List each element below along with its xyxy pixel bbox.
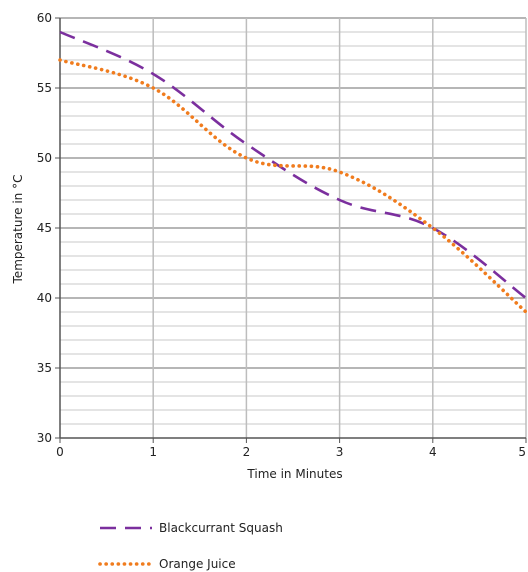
y-tick-label: 30: [37, 431, 52, 445]
y-tick-label: 60: [37, 11, 52, 25]
x-tick-label: 4: [429, 445, 437, 459]
legend-label-orange-juice: Orange Juice: [159, 557, 236, 571]
x-tick-label: 5: [518, 445, 526, 459]
series-line-blackcurrant-squash: [59, 30, 527, 300]
x-tick-label: 2: [243, 445, 251, 459]
y-tick-label: 55: [37, 81, 52, 95]
y-tick-label: 45: [37, 221, 52, 235]
series-group: [58, 30, 528, 314]
legend-label-blackcurrant-squash: Blackcurrant Squash: [159, 521, 283, 535]
grid: [60, 17, 527, 438]
y-tick-label: 35: [37, 361, 52, 375]
legend: Blackcurrant Squash Orange Juice: [98, 521, 283, 571]
y-axis-label: Temperature in °C: [11, 175, 25, 285]
x-tick-label: 1: [149, 445, 157, 459]
x-axis-label: Time in Minutes: [246, 467, 342, 481]
y-tick-label: 50: [37, 151, 52, 165]
x-tick-label: 0: [56, 445, 64, 459]
x-tick-label: 3: [336, 445, 344, 459]
y-tick-label: 40: [37, 291, 52, 305]
